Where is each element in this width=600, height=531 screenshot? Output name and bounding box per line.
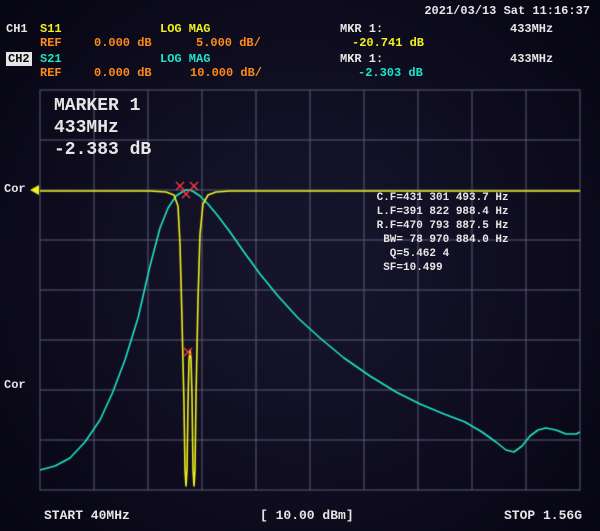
ch2-freq: 433MHz bbox=[510, 52, 553, 66]
stats-row-2: R.F=470 793 887.5 Hz bbox=[370, 220, 509, 232]
footer-center: [ 10.00 dBm] bbox=[260, 508, 354, 523]
vna-screen: 2021/03/13 Sat 11:16:37 CH1 S11 LOG MAG … bbox=[0, 0, 600, 531]
footer-start: START 40MHz bbox=[44, 508, 130, 523]
ch1-meas: S11 bbox=[40, 22, 62, 36]
footer-stop: STOP 1.56G bbox=[504, 508, 582, 523]
stats-row-3: BW= 78 970 884.0 Hz bbox=[370, 234, 509, 246]
marker-line-0: MARKER 1 bbox=[54, 96, 140, 116]
ch1-mkr-label: MKR 1: bbox=[340, 22, 383, 36]
ch1-mkr-val: -20.741 dB bbox=[352, 36, 424, 50]
ch2-meas: S21 bbox=[40, 52, 62, 66]
ch2-ref: REF bbox=[40, 66, 62, 80]
stats-row-5: SF=10.499 bbox=[370, 262, 443, 274]
ch2-mkr-val: -2.303 dB bbox=[358, 66, 423, 80]
ch2-tag: CH2 bbox=[6, 52, 32, 66]
ch2-scale: 10.000 dB/ bbox=[190, 66, 262, 80]
ch1-format: LOG MAG bbox=[160, 22, 210, 36]
marker-line-2: -2.383 dB bbox=[54, 140, 151, 160]
marker-line-1: 433MHz bbox=[54, 118, 119, 138]
datetime: 2021/03/13 Sat 11:16:37 bbox=[424, 4, 590, 18]
cor-label-1: Cor bbox=[4, 378, 26, 392]
stats-row-4: Q=5.462 4 bbox=[370, 248, 449, 260]
cor-label-0: Cor bbox=[4, 182, 26, 196]
ch1-tag: CH1 bbox=[6, 22, 28, 36]
stats-row-0: C.F=431 301 493.7 Hz bbox=[370, 192, 509, 204]
stats-row-1: L.F=391 822 988.4 Hz bbox=[370, 206, 509, 218]
ch1-ref: REF bbox=[40, 36, 62, 50]
ch2-mkr-label: MKR 1: bbox=[340, 52, 383, 66]
ch1-ref-val: 0.000 dB bbox=[94, 36, 152, 50]
ch1-freq: 433MHz bbox=[510, 22, 553, 36]
plot-canvas bbox=[0, 0, 600, 531]
ch2-ref-val: 0.000 dB bbox=[94, 66, 152, 80]
ch2-format: LOG MAG bbox=[160, 52, 210, 66]
ch1-scale: 5.000 dB/ bbox=[196, 36, 261, 50]
